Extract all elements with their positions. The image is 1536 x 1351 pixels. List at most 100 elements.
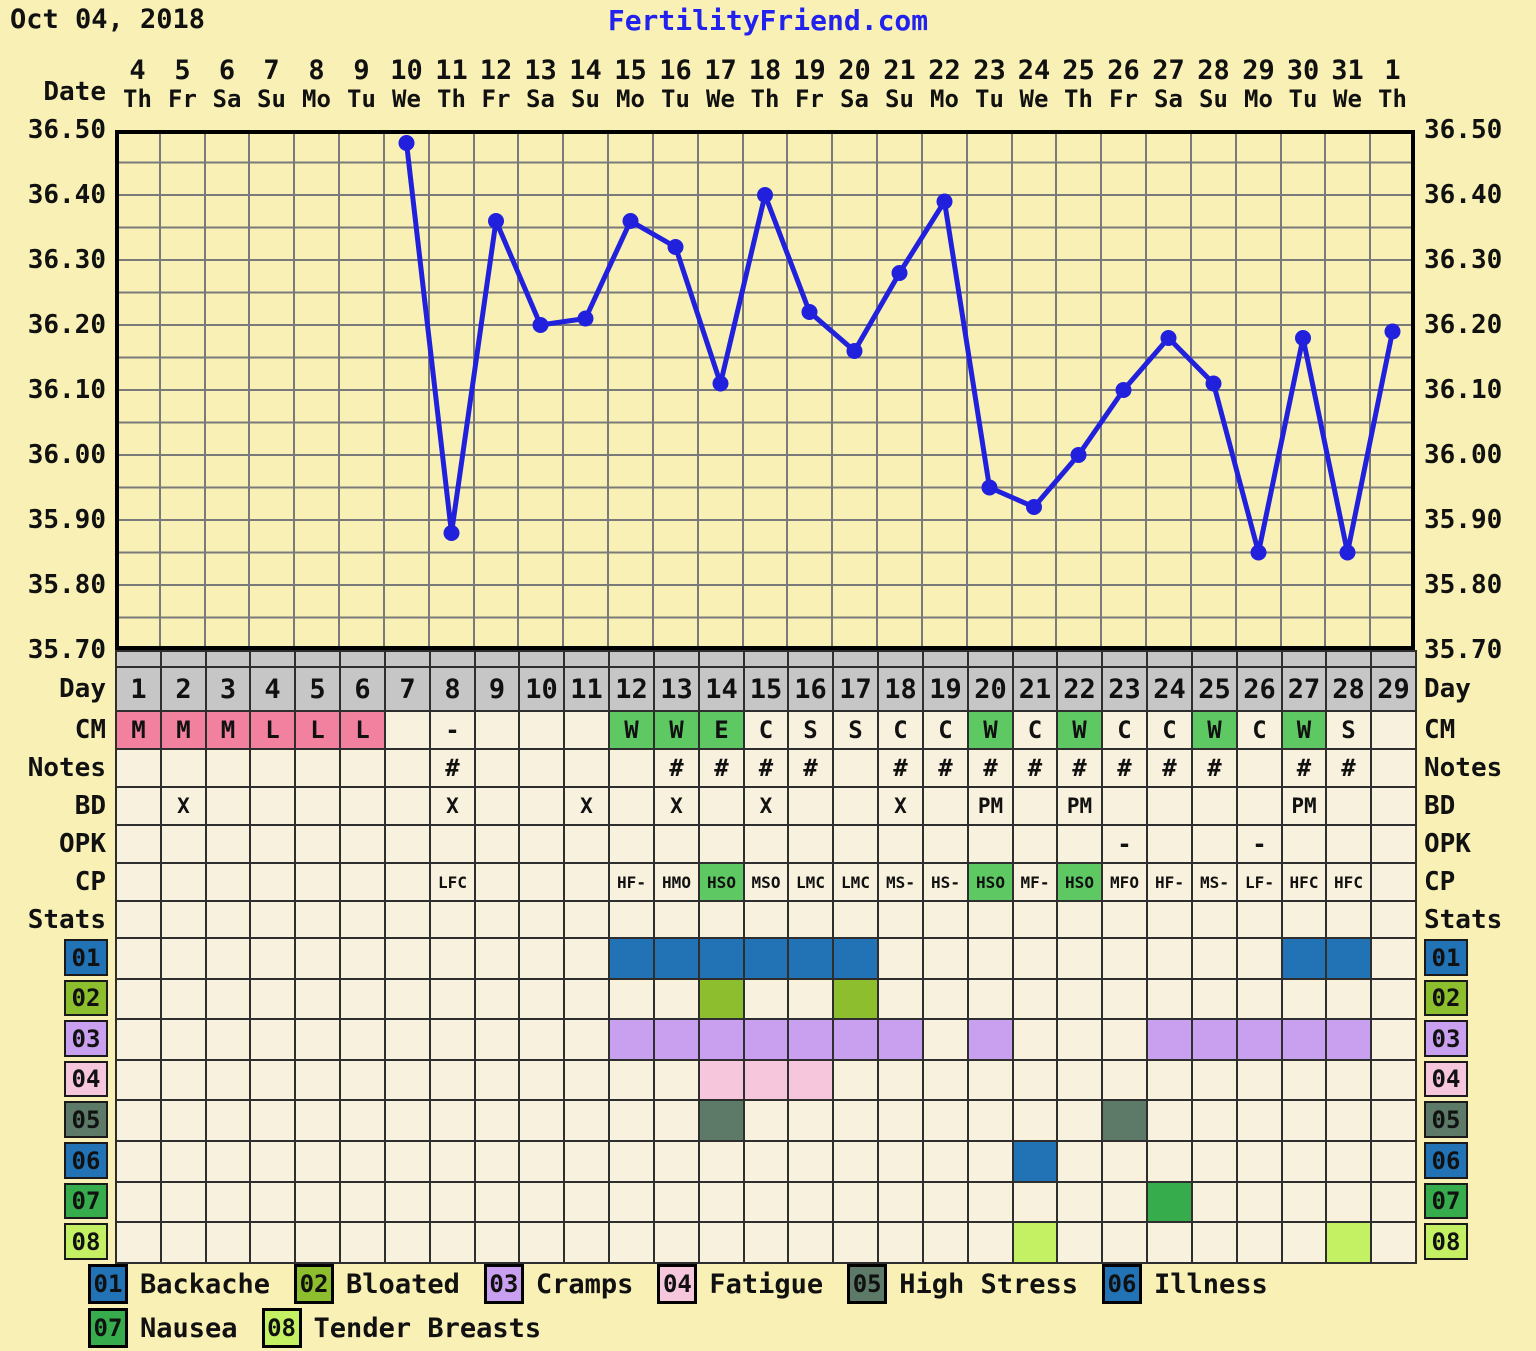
legend-item-06: 06 Illness <box>1102 1264 1268 1304</box>
temp-point-day-14 <box>712 375 729 392</box>
weekday: Mo <box>1244 85 1273 113</box>
stat-05-cell-day-25 <box>1191 1099 1238 1142</box>
y-tick-label-left: 36.10 <box>27 375 106 405</box>
notes-cell-day-8: # <box>429 748 476 788</box>
stat-04-cell-day-18 <box>877 1059 924 1101</box>
stat-label-right-02: 02 <box>1424 980 1468 1016</box>
temp-point-day-24 <box>1160 330 1177 346</box>
date-col: 6 Sa <box>205 56 249 116</box>
stat-07-cell-day-17 <box>832 1181 879 1223</box>
stat-label-right-06: 06 <box>1424 1142 1468 1179</box>
stat-06-cell-day-17 <box>832 1140 879 1183</box>
legend-item-03: 03 Cramps <box>483 1264 633 1304</box>
stat-04-cell-day-10 <box>518 1059 565 1101</box>
cm-cell-day-27: W <box>1281 710 1327 750</box>
stats-header-cell-day-27 <box>1281 900 1327 939</box>
weekday: Fr <box>795 85 824 113</box>
stat-05-cell-day-23 <box>1101 1099 1148 1142</box>
cm-cell-day-28: S <box>1325 710 1372 750</box>
stat-01-cell-day-24 <box>1146 937 1193 980</box>
date-col: 17 We <box>698 56 743 116</box>
stat-07-cell-day-5 <box>294 1181 341 1223</box>
stats-header-cell-day-15 <box>743 900 789 939</box>
stat-02-cell-day-10 <box>518 978 565 1020</box>
stat-04-cell-day-3 <box>205 1059 251 1101</box>
notes-cell-day-14: # <box>698 748 745 788</box>
bd-cell-day-20: PM <box>967 786 1014 826</box>
stat-06-cell-day-18 <box>877 1140 924 1183</box>
stat-05-cell-day-10 <box>518 1099 565 1142</box>
cp-cell-day-13: HMO <box>653 862 700 902</box>
stat-06-cell-day-5 <box>294 1140 341 1183</box>
stat-01-cell-day-18 <box>877 937 924 980</box>
cp-cell-day-20: HSO <box>967 862 1014 902</box>
grid-lines <box>115 130 1415 650</box>
date-col: 24 We <box>1012 56 1056 116</box>
y-tick-label-right: 36.30 <box>1424 245 1503 275</box>
legend-item-02: 02 Bloated <box>294 1264 460 1304</box>
notes-cell-day-25: # <box>1191 748 1238 788</box>
stat-06-cell-day-20 <box>967 1140 1014 1183</box>
date-number: 11 <box>435 55 468 86</box>
weekday: Th <box>750 85 780 113</box>
stat-02-cell-day-2 <box>160 978 207 1020</box>
notes-cell-day-28: # <box>1325 748 1372 788</box>
weekday: We <box>1333 85 1362 113</box>
legend-swatch-07: 07 <box>88 1308 128 1348</box>
date-col: 11 Th <box>429 56 474 116</box>
legend-swatch-01: 01 <box>88 1264 128 1304</box>
stat-08-cell-day-11 <box>563 1221 610 1264</box>
bd-cell-day-3 <box>205 786 251 826</box>
cm-cell-day-8: - <box>429 710 476 750</box>
stat-07-cell-day-28 <box>1325 1181 1372 1223</box>
stat-03-cell-day-11 <box>563 1018 610 1061</box>
date-number: 6 <box>218 55 236 86</box>
y-tick-label-right: 35.90 <box>1424 505 1503 535</box>
date-number: 7 <box>263 55 280 86</box>
cp-label-right: CP <box>1424 867 1456 897</box>
stat-07-cell-day-4 <box>249 1181 296 1223</box>
stat-02-cell-day-4 <box>249 978 296 1020</box>
weekday: We <box>1019 85 1049 113</box>
opk-label-right: OPK <box>1424 829 1471 859</box>
stat-07-cell-day-24 <box>1146 1181 1193 1223</box>
stat-05-cell-day-18 <box>877 1099 924 1142</box>
legend-label-07: Nausea <box>140 1312 238 1344</box>
stat-08-cell-day-13 <box>653 1221 700 1264</box>
stats-header-cell-day-2 <box>160 900 207 939</box>
stat-label-right-05: 05 <box>1424 1101 1468 1138</box>
stat-08-cell-day-5 <box>294 1221 341 1264</box>
opk-cell-day-13 <box>653 824 700 864</box>
date-number: 29 <box>1242 55 1275 86</box>
stat-03-cell-day-1 <box>115 1018 162 1061</box>
stat-05-cell-day-12 <box>608 1099 655 1142</box>
weekday: Fr <box>1109 85 1138 113</box>
stats-header-cell-day-16 <box>787 900 834 939</box>
opk-cell-day-11 <box>563 824 610 864</box>
stat-04-cell-day-14 <box>698 1059 745 1101</box>
notes-cell-day-6 <box>339 748 386 788</box>
y-tick-label-right: 36.20 <box>1424 310 1503 340</box>
stats-header-cell-day-17 <box>832 900 879 939</box>
day-cell-day-8: 8 <box>429 666 476 712</box>
stat-08-cell-day-28 <box>1325 1221 1372 1264</box>
stat-05-cell-day-8 <box>429 1099 476 1142</box>
day-cell-day-2: 2 <box>160 666 207 712</box>
bd-cell-day-25 <box>1191 786 1238 826</box>
stat-06-cell-day-24 <box>1146 1140 1193 1183</box>
stat-08-cell-day-24 <box>1146 1221 1193 1264</box>
temperature-plot <box>115 130 1415 650</box>
plot-border <box>115 130 1415 650</box>
legend-label-08: Tender Breasts <box>313 1312 542 1344</box>
stat-01-cell-day-26 <box>1236 937 1283 980</box>
stat-01-cell-day-1 <box>115 937 162 980</box>
day-cell-day-18: 18 <box>877 666 924 712</box>
stat-label-left-07: 07 <box>64 1183 108 1219</box>
stat-07-cell-day-25 <box>1191 1181 1238 1223</box>
stat-03-cell-day-27 <box>1281 1018 1327 1061</box>
temp-point-day-27 <box>1295 330 1311 346</box>
stat-01-cell-day-20 <box>967 937 1014 980</box>
stat-08-cell-day-6 <box>339 1221 386 1264</box>
y-tick-label-right: 36.40 <box>1424 180 1503 210</box>
stat-01-cell-day-2 <box>160 937 207 980</box>
